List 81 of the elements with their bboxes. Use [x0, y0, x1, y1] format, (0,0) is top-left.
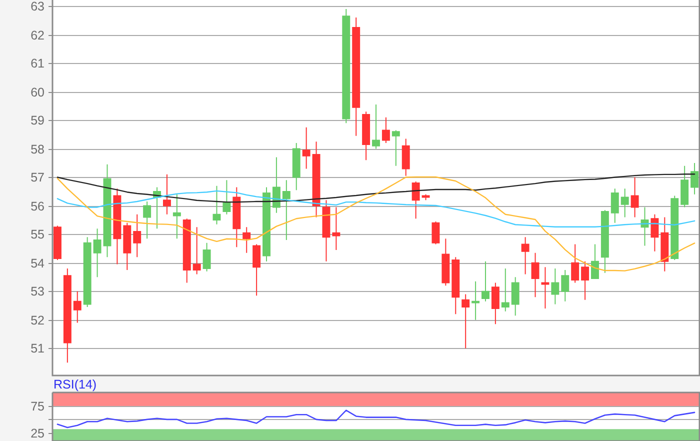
candlestick [242, 226, 251, 254]
candlestick [402, 138, 410, 176]
candlestick [432, 220, 440, 245]
candlestick [591, 244, 599, 280]
candlestick [462, 294, 470, 349]
candlestick [521, 236, 530, 275]
candlestick [680, 165, 689, 208]
candlestick [182, 218, 191, 284]
candlestick [322, 200, 330, 262]
candlestick [372, 104, 380, 150]
candlestick [442, 238, 450, 286]
candlestick [600, 210, 609, 274]
candlestick [83, 236, 92, 308]
candlestick [392, 130, 400, 166]
candlestick [581, 260, 590, 300]
candlestick [482, 260, 490, 302]
candlestick [670, 195, 679, 260]
candlestick [452, 256, 460, 315]
line-series [56, 190, 696, 228]
candlestick [133, 214, 142, 258]
y-tick-label: 55 [30, 228, 45, 242]
candlestick [561, 269, 570, 302]
candlestick [123, 222, 132, 270]
candlestick [73, 290, 82, 324]
candlestick [630, 176, 639, 218]
candlestick [302, 126, 310, 170]
candlestick [262, 186, 270, 262]
y-tick-label: 25 [30, 426, 45, 440]
candlestick [650, 214, 659, 252]
candlestick [162, 174, 171, 215]
candlestick [212, 185, 221, 225]
y-tick-label: 51 [30, 342, 45, 356]
candlestick [103, 164, 112, 258]
y-tick-label: 53 [30, 284, 45, 298]
candlestick [113, 188, 122, 265]
y-tick-label: 56 [30, 200, 45, 214]
y-tick-label: 52 [30, 314, 45, 328]
line-series [56, 176, 696, 272]
candlestick [690, 162, 699, 195]
line-series [56, 174, 696, 203]
y-tick-label: 60 [30, 86, 45, 100]
y-tick-label: 63 [30, 0, 45, 14]
candlestick [192, 226, 201, 275]
candlestick [292, 142, 300, 191]
y-tick-label: 57 [30, 170, 45, 184]
candlestick [610, 188, 619, 224]
candlestick [202, 242, 211, 272]
candlestick [93, 228, 102, 278]
candlestick [501, 268, 510, 312]
candlestick [143, 201, 152, 240]
y-tick-label: 75 [30, 400, 45, 414]
candlestick [172, 194, 181, 240]
y-tick-label: 59 [30, 114, 45, 128]
candlestick [352, 17, 360, 136]
candlestick [620, 188, 629, 218]
line-series [56, 410, 696, 428]
candlestick [342, 8, 350, 124]
candlestick [491, 282, 500, 325]
candlestick [422, 194, 430, 201]
y-tick-label: 54 [30, 256, 45, 270]
candlestick [541, 266, 550, 309]
chart-title: RSI(14) [54, 378, 97, 392]
y-tick-label: 62 [30, 28, 45, 42]
candlestick [222, 180, 231, 215]
candlestick [332, 206, 340, 250]
candlestick [531, 252, 540, 298]
y-tick-label: 61 [30, 56, 45, 70]
candlestick [252, 244, 261, 296]
candlestick [660, 216, 669, 272]
candlestick [472, 280, 480, 320]
candlestick [362, 111, 370, 161]
candlestick [232, 186, 241, 248]
candlestick [571, 244, 580, 284]
candlestick [63, 268, 72, 364]
candlestick [412, 181, 420, 220]
candlestick [312, 141, 320, 218]
candlestick [382, 116, 390, 144]
y-tick-label: 58 [30, 142, 45, 156]
candlestick [551, 268, 560, 305]
candlestick [511, 276, 520, 316]
candlestick [282, 180, 290, 241]
